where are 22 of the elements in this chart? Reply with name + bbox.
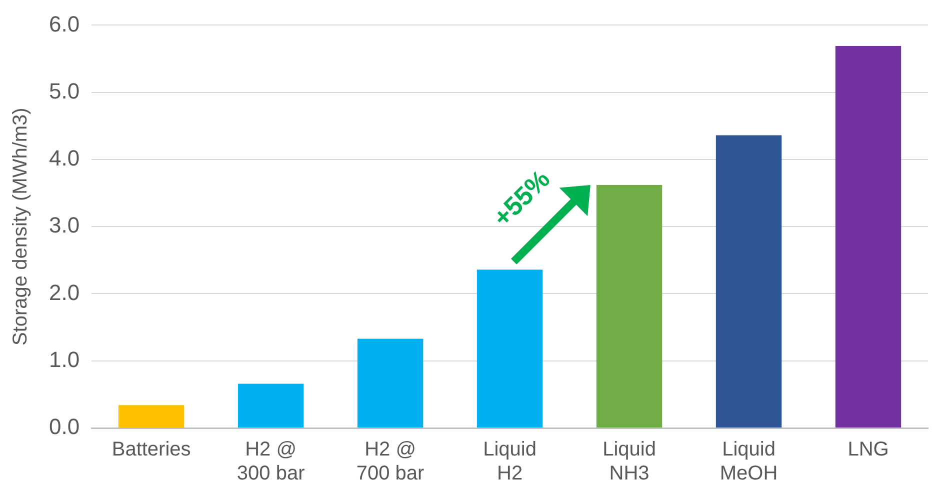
bar bbox=[716, 135, 782, 428]
y-tick-label: 0.0 bbox=[48, 414, 80, 440]
bar bbox=[118, 405, 184, 428]
x-tick-label: Liquid MeOH bbox=[720, 438, 778, 485]
y-tick-label: 4.0 bbox=[48, 146, 80, 171]
bar bbox=[596, 184, 662, 428]
bar bbox=[835, 46, 902, 428]
y-tick-label: 2.0 bbox=[48, 280, 80, 305]
x-tick-label: Batteries bbox=[112, 438, 191, 461]
x-tick-label: H2 @ 700 bar bbox=[356, 438, 425, 485]
y-tick-label: 1.0 bbox=[48, 346, 80, 372]
bar bbox=[357, 338, 424, 428]
y-tick-label: 6.0 bbox=[48, 11, 80, 36]
x-tick-label: Liquid H2 bbox=[483, 438, 536, 485]
y-axis-title: Storage density (MWh/m3) bbox=[10, 108, 32, 346]
y-tick-label: 5.0 bbox=[48, 78, 80, 104]
bar bbox=[476, 270, 543, 428]
x-tick-label: Liquid NH3 bbox=[602, 438, 656, 485]
bar bbox=[238, 384, 304, 428]
y-tick-label: 3.0 bbox=[48, 212, 80, 238]
x-tick-label: LNG bbox=[848, 438, 889, 461]
x-tick-label: H2 @ 300 bar bbox=[236, 438, 306, 485]
